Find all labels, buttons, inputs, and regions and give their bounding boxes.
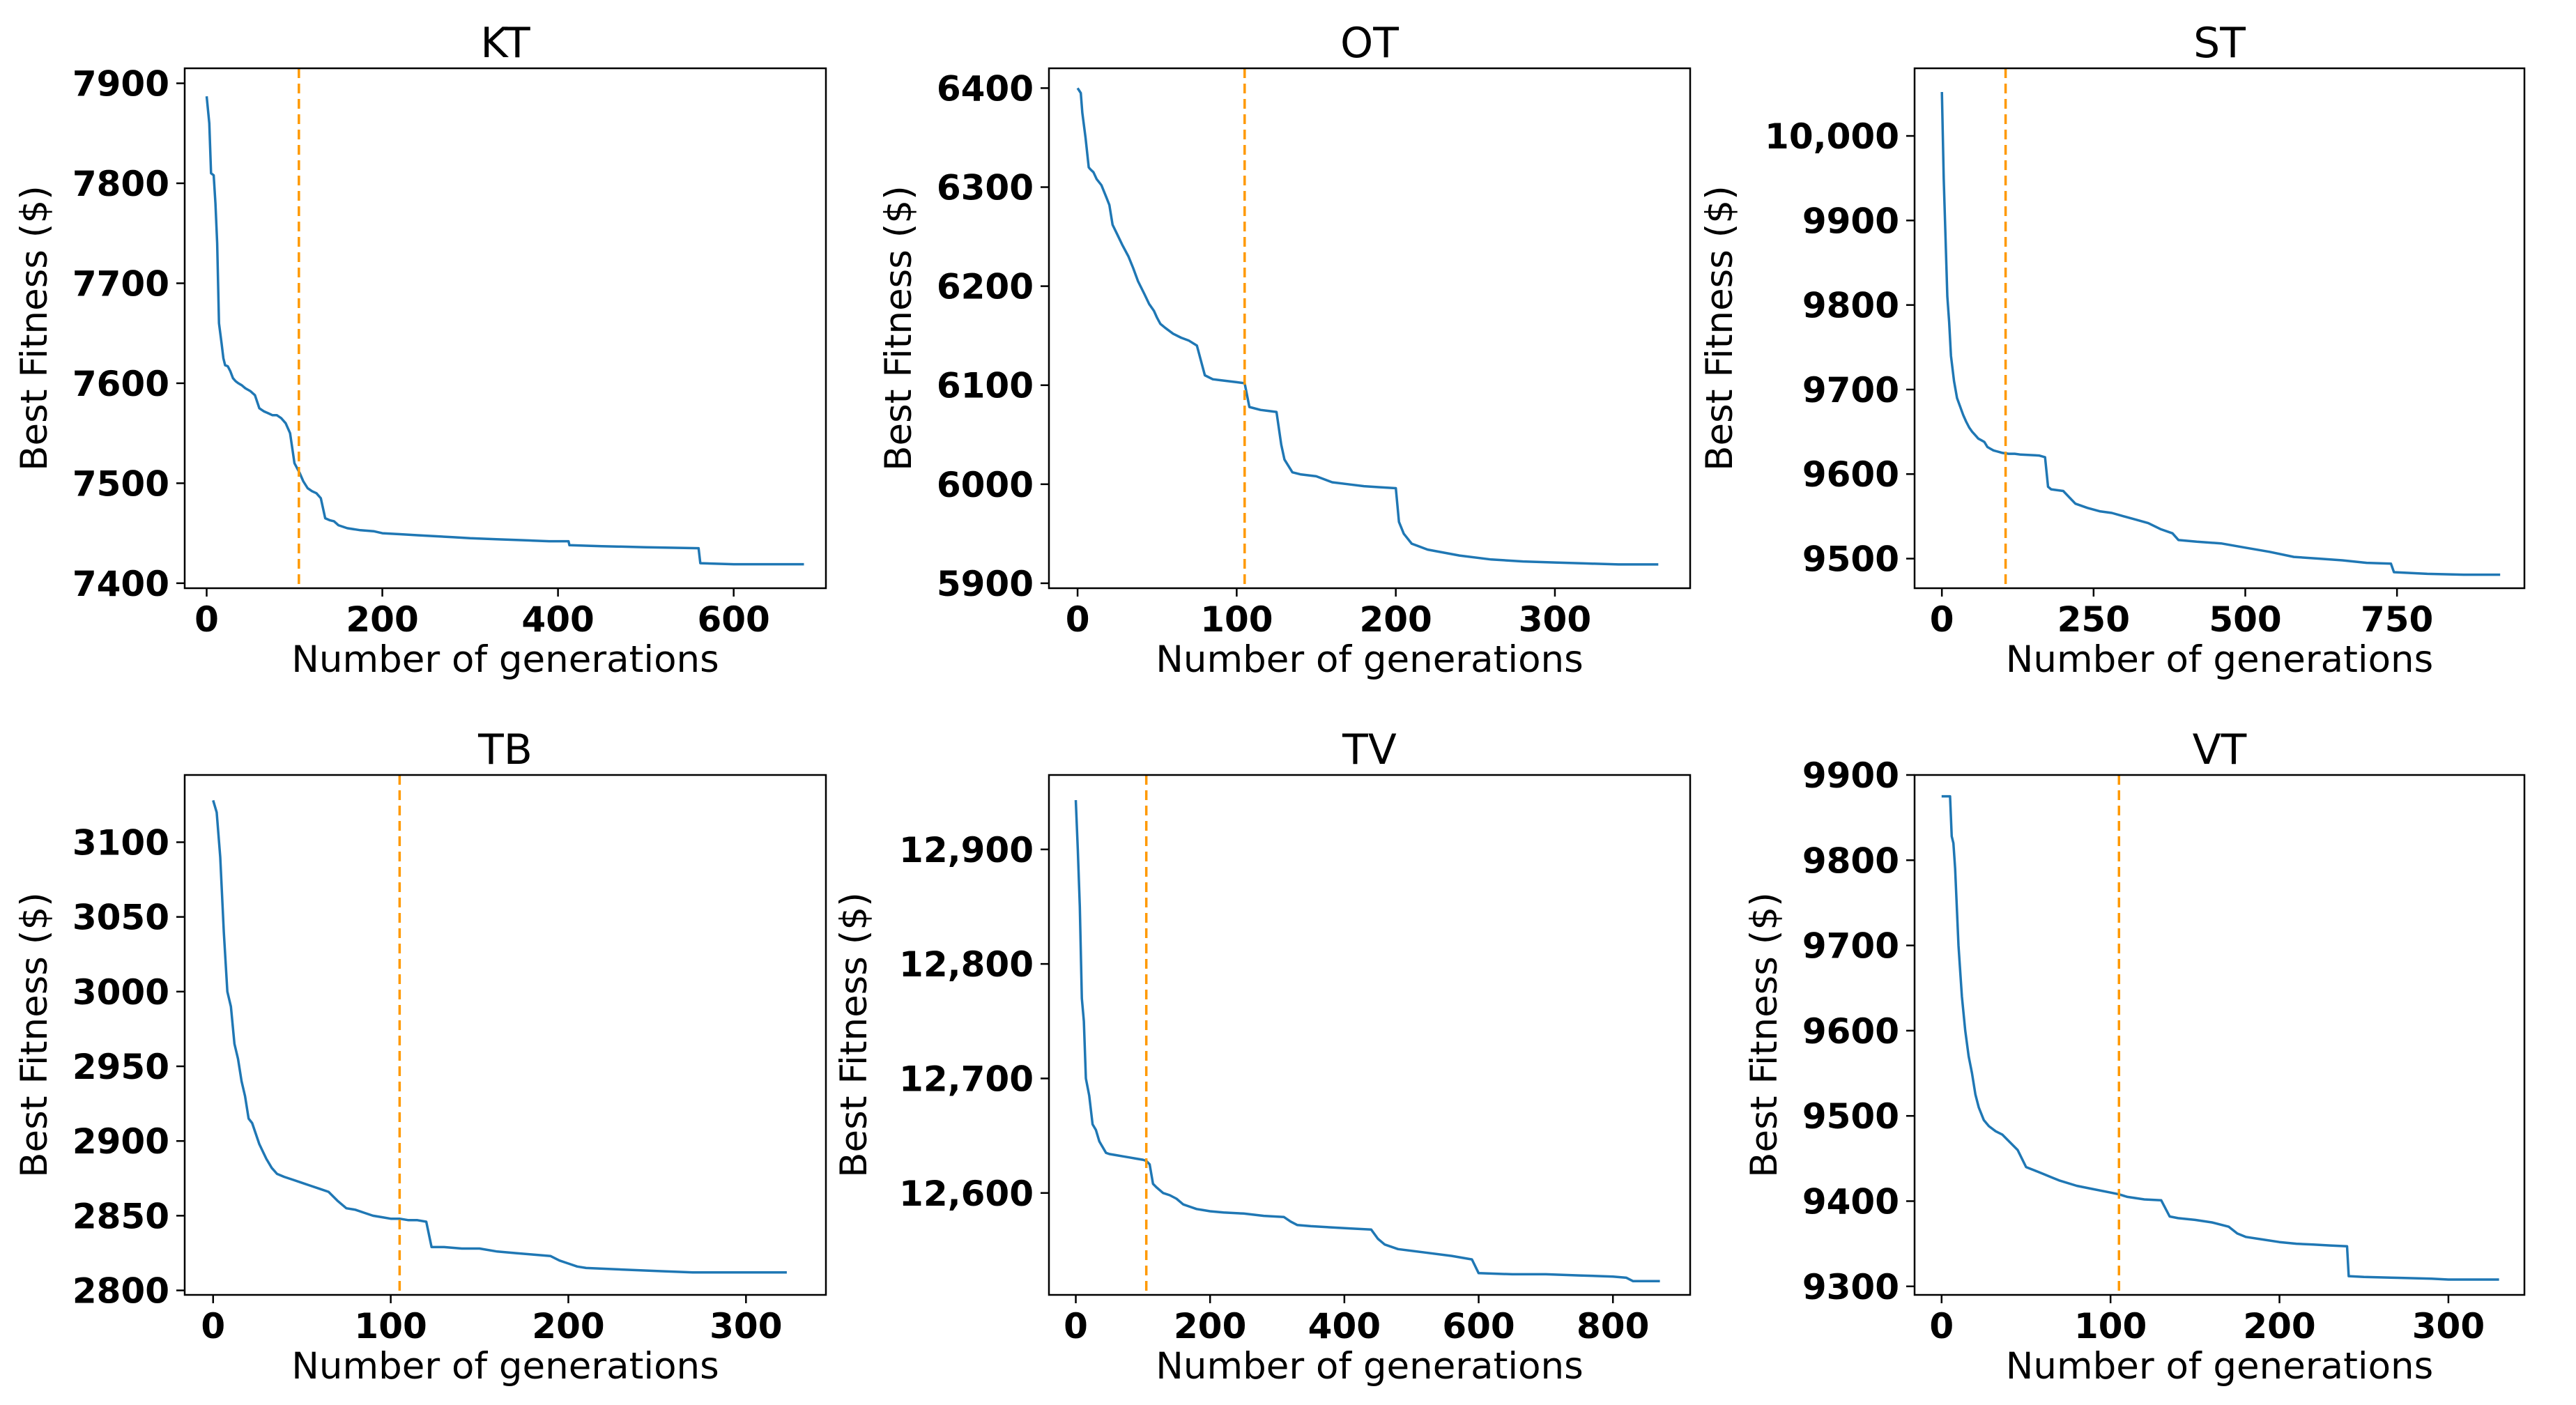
series-line	[212, 799, 787, 1274]
x-tick-label: 500	[2209, 599, 2281, 640]
x-tick-label: 300	[1519, 599, 1591, 640]
y-tick-label: 9400	[1802, 1181, 1899, 1222]
x-tick-label: 100	[2074, 1306, 2147, 1346]
y-tick-label: 7700	[72, 263, 169, 304]
x-tick-label: 0	[1930, 599, 1954, 640]
series-line	[1076, 87, 1659, 566]
x-axis-label: Number of generations	[291, 1345, 719, 1388]
y-tick-label: 3100	[72, 822, 169, 863]
y-tick-label: 9500	[1802, 539, 1899, 580]
x-tick-label: 400	[1308, 1306, 1381, 1346]
x-tick-label: 0	[194, 599, 219, 640]
x-tick-label: 0	[1929, 1306, 1954, 1346]
chart-panel-ot: OT 0 100 200 300 5900 6000 6100 6200 6300 6400 Numb…	[877, 19, 1692, 681]
y-tick-label: 7900	[72, 64, 169, 105]
y-tick-label: 9800	[1802, 286, 1899, 326]
y-tick-label: 2850	[72, 1196, 169, 1236]
x-tick-label: 0	[1064, 1306, 1088, 1346]
y-tick-label: 2950	[72, 1047, 169, 1087]
x-tick-label: 200	[346, 599, 418, 640]
y-axis-label: Best Fitness ($)	[877, 185, 920, 471]
y-tick-label: 7400	[72, 564, 169, 604]
y-tick-label: 9900	[1802, 201, 1899, 241]
plot-frame	[1913, 774, 2526, 1296]
chart-title: KT	[480, 19, 530, 68]
y-tick-label: 9700	[1802, 926, 1899, 967]
x-tick-label: 300	[710, 1306, 782, 1346]
x-axis-label: Number of generations	[1156, 638, 1584, 681]
y-tick-label: 2800	[72, 1271, 169, 1312]
y-tick-label: 9800	[1802, 840, 1899, 881]
y-tick-label: 9600	[1802, 1011, 1899, 1052]
y-tick-label: 6300	[937, 168, 1034, 208]
chart-title: TB	[477, 725, 532, 774]
plot-frame	[1048, 774, 1692, 1296]
x-tick-label: 750	[2361, 599, 2433, 640]
y-tick-label: 6100	[937, 366, 1034, 406]
y-tick-label: 6400	[937, 68, 1034, 109]
chart-panel-vt: VT 0 100 200 300 9300 9400 9500 9600 9700 9800 9900…	[1743, 725, 2526, 1388]
y-tick-label: 6000	[937, 465, 1034, 505]
y-tick-label: 6200	[937, 267, 1034, 307]
plot-frame	[183, 774, 827, 1296]
x-tick-label: 200	[1174, 1306, 1246, 1346]
y-tick-label: 3000	[72, 972, 169, 1013]
x-tick-label: 800	[1577, 1306, 1649, 1346]
x-axis-label: Number of generations	[2006, 638, 2434, 681]
x-tick-label: 200	[532, 1306, 604, 1346]
y-tick-label: 12,700	[899, 1059, 1034, 1099]
plot-frame	[1048, 67, 1692, 590]
y-tick-label: 2900	[72, 1121, 169, 1162]
series-line	[1941, 794, 2499, 1281]
series-line	[205, 96, 804, 566]
chart-panel-kt: KT 0 200 400 600 7400 7500 7600 7700 7800 7900 Numb…	[13, 19, 827, 681]
x-tick-label: 300	[2412, 1306, 2485, 1346]
chart-title: ST	[2193, 19, 2246, 68]
series-line	[1940, 91, 2501, 576]
plot-frame	[1913, 67, 2526, 590]
chart-title: VT	[2193, 725, 2247, 774]
x-tick-label: 100	[354, 1306, 427, 1346]
x-tick-label: 0	[1066, 599, 1090, 640]
y-axis-label: Best Fitness ($)	[13, 185, 56, 471]
chart-title: OT	[1340, 19, 1399, 68]
y-tick-label: 9600	[1802, 454, 1899, 495]
chart-panel-st: ST 0 250 500 750 9500 9600 9700 9800 9900 10,000 Nu…	[1699, 19, 2526, 681]
y-tick-label: 9700	[1802, 370, 1899, 410]
x-axis-label: Number of generations	[2006, 1345, 2434, 1388]
y-axis-label: Best Fitness ($)	[1699, 185, 1741, 471]
y-tick-label: 7800	[72, 164, 169, 204]
x-tick-label: 100	[1200, 599, 1273, 640]
x-tick-label: 0	[201, 1306, 225, 1346]
y-axis-label: Best Fitness ($)	[13, 892, 56, 1178]
x-axis-label: Number of generations	[1156, 1345, 1584, 1388]
y-tick-label: 5900	[937, 564, 1034, 604]
y-tick-label: 9900	[1802, 755, 1899, 796]
plot-frame	[183, 67, 827, 590]
chart-panel-tb: TB 0 100 200 300 2800 2850 2900 2950 3000 3050 3100…	[13, 725, 827, 1388]
y-tick-label: 7600	[72, 364, 169, 404]
x-tick-label: 200	[2243, 1306, 2315, 1346]
x-tick-label: 200	[1359, 599, 1432, 640]
x-tick-label: 400	[521, 599, 594, 640]
y-tick-label: 12,900	[899, 830, 1034, 870]
x-tick-label: 250	[2057, 599, 2130, 640]
y-axis-label: Best Fitness ($)	[1743, 892, 1786, 1178]
y-tick-label: 9300	[1802, 1267, 1899, 1307]
x-tick-label: 600	[1442, 1306, 1515, 1346]
x-tick-label: 600	[697, 599, 769, 640]
x-axis-label: Number of generations	[291, 638, 719, 681]
y-tick-label: 10,000	[1765, 116, 1899, 157]
y-tick-label: 7500	[72, 463, 169, 504]
chart-panel-tv: TV 0 200 400 600 800 12,600 12,700 12,800 12,900 N…	[833, 725, 1692, 1388]
y-tick-label: 9500	[1802, 1096, 1899, 1137]
y-tick-label: 12,800	[899, 944, 1034, 985]
chart-title: TV	[1342, 725, 1397, 774]
y-axis-label: Best Fitness ($)	[833, 892, 875, 1178]
y-tick-label: 12,600	[899, 1174, 1034, 1214]
y-tick-label: 3050	[72, 898, 169, 938]
series-line	[1074, 800, 1660, 1283]
